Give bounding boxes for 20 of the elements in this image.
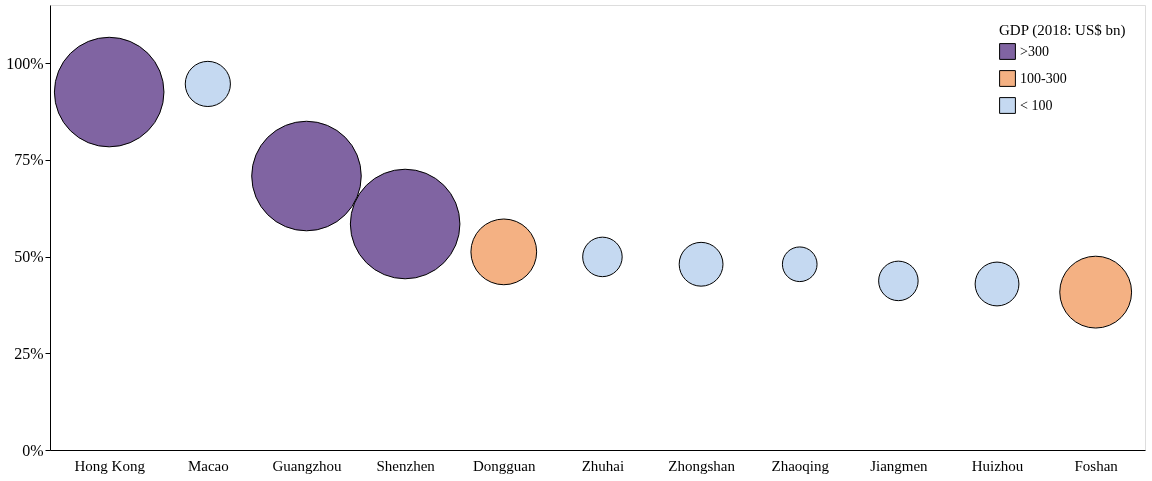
legend-label: >300 [1020,43,1049,59]
x-tick-label: Zhaoqing [771,457,830,474]
y-tick-label: 0% [22,441,44,459]
x-tick-label: Huizhou [971,457,1024,474]
x-tick-label: Zhongshan [668,457,736,474]
x-tick-label: Macao [187,457,229,474]
x-tick-label: Dongguan [473,457,537,474]
legend-label: < 100 [1020,97,1053,113]
y-tick-label: 75% [14,151,44,169]
legend-label: 100-300 [1020,70,1067,86]
y-tick-label: 100% [6,54,44,72]
x-tick-label: Hong Kong [74,457,146,474]
x-tick-label: Guangzhou [272,457,343,474]
x-tick-label: Jiangmen [870,457,929,474]
x-tick-label: Zhuhai [581,457,625,474]
y-tick-label: 50% [14,248,44,266]
x-tick-label: Shenzhen [376,457,436,474]
legend-title: GDP (2018: US$ bn) [999,22,1126,39]
y-tick-label: 25% [14,344,44,362]
x-tick-label: Foshan [1074,457,1119,474]
